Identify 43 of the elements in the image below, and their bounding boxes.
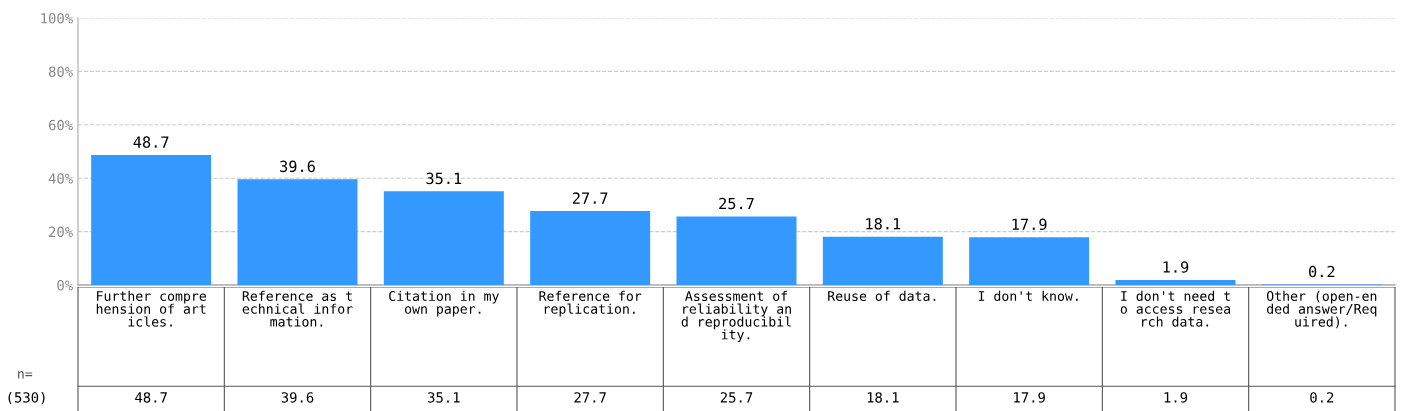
bar — [969, 237, 1090, 285]
text: (530) — [8, 391, 45, 405]
text: 17.9 — [1014, 392, 1045, 403]
data-label: 0.2 — [1309, 265, 1335, 278]
bar — [676, 216, 797, 285]
y-tick-label: 80% — [48, 66, 73, 77]
x-tick-label: Citation in my own paper. — [389, 290, 499, 317]
text: 1.9 — [1164, 392, 1188, 403]
text: 0.2 — [1310, 392, 1334, 403]
x-tick-label: Assessment of reliability and reproducibility. — [681, 290, 791, 343]
x-tick-label: I don't know. — [978, 290, 1078, 301]
bar — [822, 236, 943, 285]
y-tick-label: 20% — [49, 226, 73, 238]
data-label: 35.1 — [426, 172, 462, 185]
data-label: 17.9 — [1012, 218, 1047, 231]
y-tick-label: 40% — [48, 173, 73, 184]
y-tick-label: 0% — [57, 280, 73, 291]
bar — [237, 179, 358, 285]
x-tick-label: Reference for replication. — [539, 290, 642, 317]
text: 25.7 — [720, 392, 753, 403]
x-tick-label: Other (open-ended answer/Required). — [1266, 290, 1377, 329]
x-tick-label: Reuse of data. — [828, 290, 936, 301]
x-tick-label: I don't need to access research data. — [1120, 290, 1230, 327]
text: 27.7 — [574, 392, 606, 403]
y-tick-label: 100% — [41, 13, 73, 24]
data-label: 18.1 — [866, 217, 901, 230]
x-tick-label: Further comprehension of articles. — [96, 290, 206, 327]
text: 48.7 — [135, 392, 167, 403]
data-label: 25.7 — [719, 197, 754, 210]
y-tick-label: 60% — [48, 119, 73, 131]
text: n= — [18, 371, 33, 379]
bar — [1115, 279, 1236, 285]
text: 39.6 — [281, 392, 314, 403]
bar — [530, 211, 651, 285]
bar — [91, 154, 212, 285]
data-label: 48.7 — [133, 136, 169, 148]
bar — [383, 191, 504, 285]
text: 35.1 — [428, 392, 460, 403]
data-label: 1.9 — [1163, 261, 1189, 273]
data-label: 39.6 — [280, 160, 315, 173]
data-label: 27.7 — [572, 192, 608, 204]
x-tick-label: Reference as technical information. — [242, 290, 353, 327]
text: 18.1 — [867, 392, 899, 403]
